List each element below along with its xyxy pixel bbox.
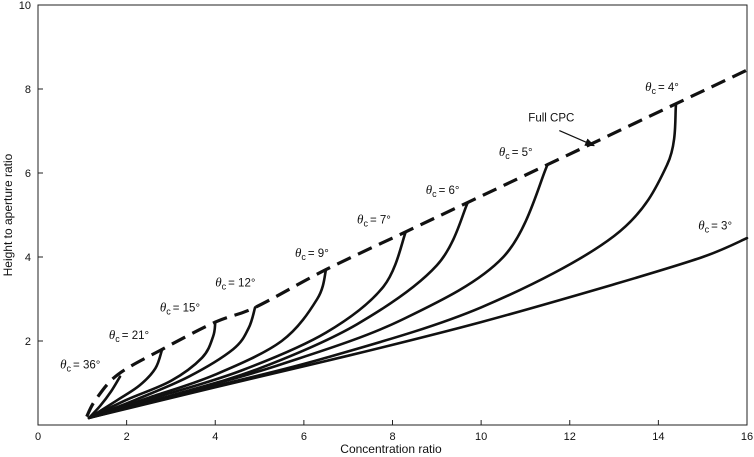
theta-annotation: θc = 4° (645, 79, 679, 96)
x-tick-label: 16 (741, 431, 753, 443)
series-line-theta-36 (87, 375, 122, 420)
full-cpc-label: Full CPC (528, 113, 574, 125)
theta-annotation: θc = 9° (295, 245, 329, 262)
y-tick-label: 8 (25, 84, 31, 96)
x-tick-label: 0 (35, 431, 41, 443)
axes: 0 2 4 6 8 10 12 14 16 2 4 6 8 10 (19, 0, 753, 443)
series-line-theta-6 (87, 201, 470, 420)
y-tick-label: 6 (25, 168, 31, 180)
full-cpc-line (85, 68, 748, 418)
x-axis-label: Concentration ratio (340, 442, 442, 456)
plot-frame (37, 4, 748, 426)
series-line-theta-21 (87, 348, 164, 420)
x-tick-label: 2 (124, 431, 130, 443)
x-tick-label: 6 (301, 431, 307, 443)
theta-annotation: θc = 3° (698, 218, 732, 235)
series-line-theta-12 (87, 306, 257, 420)
theta-annotation: θc = 21° (109, 327, 149, 344)
theta-annotation: θc = 5° (499, 144, 533, 161)
full-cpc-arrow (559, 130, 596, 147)
y-tick-label: 4 (25, 252, 31, 264)
x-tick-label: 14 (652, 431, 664, 443)
x-tick-label: 10 (475, 431, 487, 443)
series-line-theta-15 (87, 320, 217, 420)
series-line-theta-9 (87, 268, 328, 420)
series-line-theta-7 (87, 230, 408, 420)
series-line-theta-5 (87, 163, 549, 420)
y-tick-label: 2 (25, 336, 31, 348)
y-axis-label: Height to aperture ratio (1, 153, 15, 276)
theta-annotation: θc = 7° (357, 211, 391, 228)
theta-annotation: θc = 36° (60, 356, 100, 373)
theta-annotation: θc = 6° (426, 182, 460, 199)
theta-annotation: θc = 12° (215, 274, 255, 291)
y-tick-label: 10 (19, 0, 31, 12)
x-tick-label: 8 (389, 431, 395, 443)
truncated-cpc-curves (87, 102, 749, 420)
annotations: θc = 36° θc = 21° θc = 15° θc = 12° θc = 9° θc = 7°… (60, 79, 732, 373)
full-cpc-line-group (85, 68, 748, 418)
series-line-theta-4 (87, 102, 678, 420)
x-tick-label: 4 (212, 431, 218, 443)
theta-annotation: θc = 15° (160, 300, 200, 317)
x-tick-label: 12 (564, 431, 576, 443)
series-line-theta-3 (87, 236, 749, 420)
